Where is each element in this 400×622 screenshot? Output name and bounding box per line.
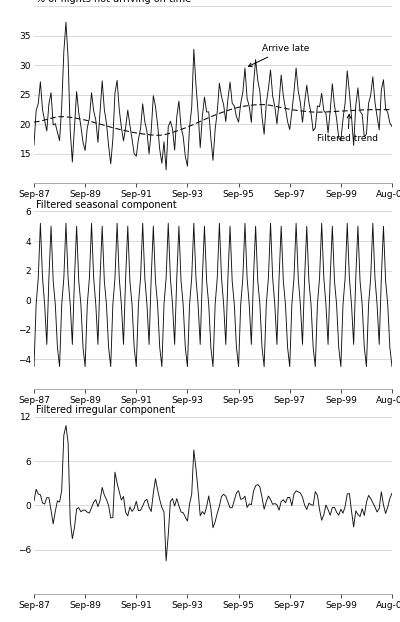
Text: Arrive late: Arrive late [248,44,309,67]
Text: % of flights not arriving on time: % of flights not arriving on time [36,0,191,4]
Text: Filtered seasonal component: Filtered seasonal component [36,200,176,210]
Text: Filtered irregular component: Filtered irregular component [36,405,175,415]
Text: Filtered trend: Filtered trend [318,114,378,143]
